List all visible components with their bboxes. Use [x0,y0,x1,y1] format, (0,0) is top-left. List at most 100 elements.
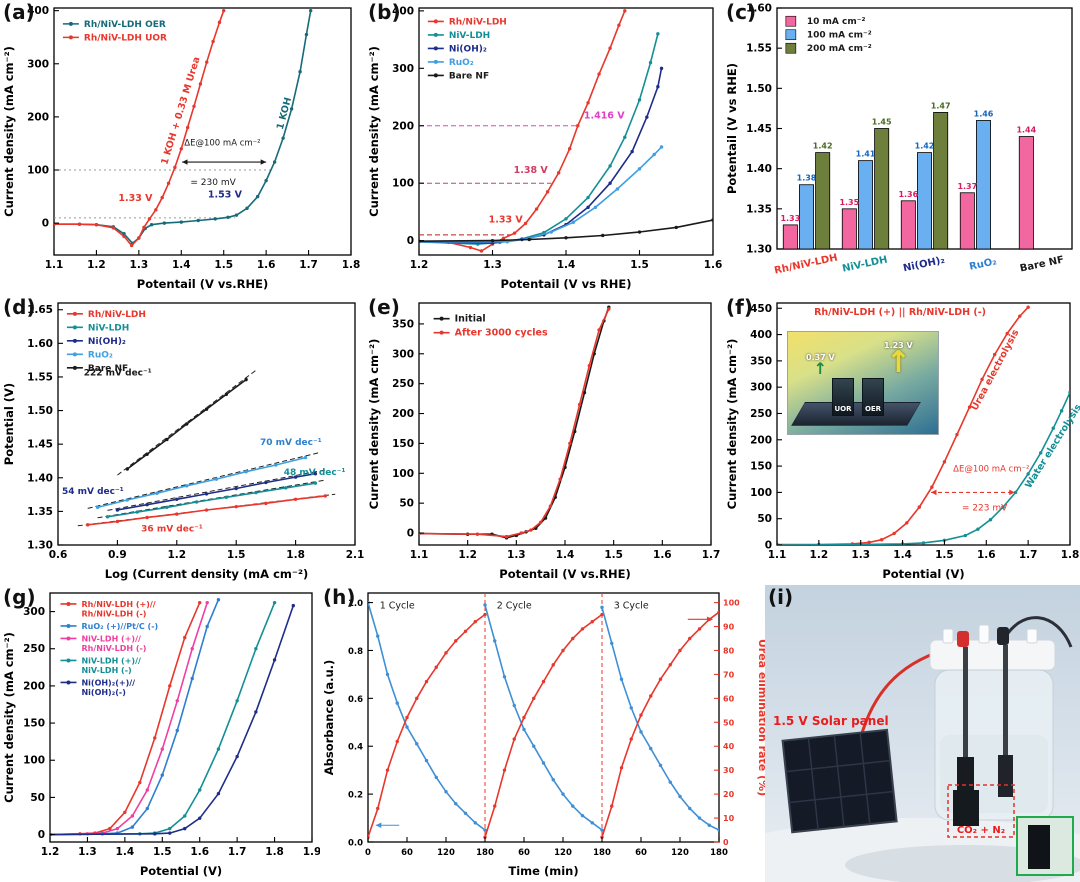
gas-label: CO₂ + N₂ [957,825,1005,836]
svg-text:RuO₂: RuO₂ [88,350,113,360]
svg-text:NiV-LDH (+)//Rh/NiV-LDH (-): NiV-LDH (+)//Rh/NiV-LDH (-) [81,634,146,653]
svg-text:50: 50 [399,498,414,510]
svg-text:1.7: 1.7 [702,549,721,561]
svg-text:10: 10 [723,814,735,823]
green-inset-electrode [1028,825,1050,869]
oer-label: OER [864,405,882,413]
cell-port-3 [1026,628,1038,644]
svg-text:1.33 V: 1.33 V [489,214,524,225]
svg-text:120: 120 [437,848,455,858]
svg-text:1.33 V: 1.33 V [118,193,153,204]
svg-text:1.1: 1.1 [768,549,787,561]
svg-text:1.4: 1.4 [116,846,135,858]
cell-port-2 [978,624,990,644]
svg-text:222 mV dec⁻¹: 222 mV dec⁻¹ [84,369,152,379]
svg-text:300: 300 [750,382,772,394]
svg-text:50: 50 [30,792,45,804]
svg-text:NiV-LDH (+)//NiV-LDH (-): NiV-LDH (+)//NiV-LDH (-) [81,656,141,675]
svg-text:1.35: 1.35 [839,198,859,207]
svg-text:1.37: 1.37 [957,182,977,191]
svg-text:Potentail (V vs RHE): Potentail (V vs RHE) [500,277,631,291]
voltage-arrow-123: 1.23 V ↑ [884,341,913,380]
solar-panel-label: 1.5 V Solar panel [773,714,889,728]
svg-text:0.4: 0.4 [348,743,363,753]
svg-text:Ni(OH)₂: Ni(OH)₂ [88,337,126,347]
panel-a: (a) 1.1 1.2 1.3 1.4 1.5 1.6 1.7 1.8 0 100 200 300 40… [0,0,365,295]
svg-text:70: 70 [723,670,735,679]
panel-c: (c) 1.33 1.35 1.36 1.37 1.44 1.38 1.41 1.42 1.46… [723,0,1080,295]
svg-text:1.30: 1.30 [27,540,53,552]
svg-text:0: 0 [38,829,45,841]
panel-label-a: (a) [3,0,35,24]
svg-text:Ni(OH)₂: Ni(OH)₂ [449,44,487,54]
chart-h-urea-cycles: 0 60 120 180 60 120 180 60 120 180 0.0 0.2 0.4 0.6 0.8… [320,585,769,882]
svg-text:150: 150 [750,461,772,473]
panel-label-e: (e) [368,295,400,319]
svg-text:0: 0 [365,848,371,858]
chart-b-lsv-comparison: 1.2 1.3 1.4 1.5 1.6 0 100 200 300 400 Potentail (V… [365,0,723,295]
uor-label: UOR [834,405,852,413]
svg-text:Bare NF: Bare NF [1019,255,1065,275]
svg-text:1.5: 1.5 [227,549,246,561]
svg-text:200: 200 [27,111,49,123]
svg-text:1.5: 1.5 [214,259,233,271]
svg-text:1.6: 1.6 [977,549,996,561]
svg-text:100: 100 [392,178,414,190]
voltage-037-label: 0.37 V [806,353,835,362]
svg-text:1.38: 1.38 [797,174,817,183]
black-wire [1001,616,1073,648]
svg-text:RuO₂: RuO₂ [449,58,474,68]
cell-port-1 [942,628,954,644]
svg-text:Rh/NiV-LDH (+) || Rh/NiV-LDH (: Rh/NiV-LDH (+) || Rh/NiV-LDH (-) [814,307,986,318]
svg-text:0.6: 0.6 [49,549,68,561]
svg-text:1.416 V: 1.416 V [584,110,625,121]
oer-electrode: OER [862,378,884,416]
inset-platform [791,402,921,426]
svg-text:100: 100 [723,599,740,608]
svg-text:0.0: 0.0 [348,839,363,849]
svg-text:70 mV dec⁻¹: 70 mV dec⁻¹ [260,438,322,448]
svg-text:1.8: 1.8 [1061,549,1080,561]
svg-text:Potential (V): Potential (V) [882,567,964,581]
svg-text:60: 60 [635,848,647,858]
svg-text:1.60: 1.60 [27,338,53,350]
svg-text:1.3: 1.3 [507,549,526,561]
svg-text:100: 100 [23,755,45,767]
svg-text:Current density (mA cm⁻²): Current density (mA cm⁻²) [367,46,381,217]
svg-text:48 mV dec⁻¹: 48 mV dec⁻¹ [284,468,346,478]
panel-label-g: (g) [3,585,36,609]
svg-text:1.6: 1.6 [190,846,209,858]
svg-text:1.5: 1.5 [153,846,172,858]
panel-h: (h) 0 60 120 180 60 120 180 60 120 180 0.0 0.2 0.4 0.… [320,585,769,882]
svg-text:NiV-LDH: NiV-LDH [88,323,129,333]
gas-callout-electrode [953,790,979,826]
svg-text:1.35: 1.35 [27,506,53,518]
svg-text:1 Cycle: 1 Cycle [380,601,415,612]
svg-text:1.2: 1.2 [167,549,186,561]
panel-b: (b) 1.2 1.3 1.4 1.5 1.6 0 100 200 300 400 Potentai… [365,0,723,295]
svg-text:1.60: 1.60 [746,3,772,15]
chart-d-tafel: 0.6 0.9 1.2 1.5 1.8 2.1 1.30 1.35 1.40 1.45 1.50 1.… [0,295,365,585]
svg-text:1.2: 1.2 [458,549,477,561]
svg-text:1.2: 1.2 [87,259,106,271]
panel-e: (e) 1.1 1.2 1.3 1.4 1.5 1.6 1.7 0 50 100 150 200 250… [365,295,723,585]
svg-text:0: 0 [723,838,729,847]
svg-text:Potential (V): Potential (V) [2,383,16,465]
svg-text:1.40: 1.40 [746,163,772,175]
up-arrow-icon: ↑ [885,345,911,380]
svg-text:60: 60 [723,694,735,703]
svg-text:Potentail (V vs.RHE): Potentail (V vs.RHE) [137,277,268,291]
svg-text:1.4: 1.4 [893,549,912,561]
svg-text:1.2: 1.2 [810,549,829,561]
svg-text:1.8: 1.8 [265,846,284,858]
panel-f: (f) 1.1 1.2 1.3 1.4 1.5 1.6 1.7 1.8 0 50 100 150 200… [723,295,1080,585]
svg-text:Ni(OH)₂: Ni(OH)₂ [902,255,946,275]
figure-row-3: (g) 1.2 1.3 1.4 1.5 1.6 1.7 1.8 1.9 0 50 100 150 200… [0,585,1080,882]
svg-text:Rh/NiV-LDH OER: Rh/NiV-LDH OER [84,20,166,30]
svg-text:300: 300 [23,606,45,618]
svg-text:250: 250 [392,378,414,390]
svg-text:2 Cycle: 2 Cycle [497,601,532,612]
electrode-plate-2 [998,755,1013,797]
svg-text:250: 250 [23,643,45,655]
chart-c-potential-bars: 1.33 1.35 1.36 1.37 1.44 1.38 1.41 1.42 1.46 1.42… [723,0,1080,295]
